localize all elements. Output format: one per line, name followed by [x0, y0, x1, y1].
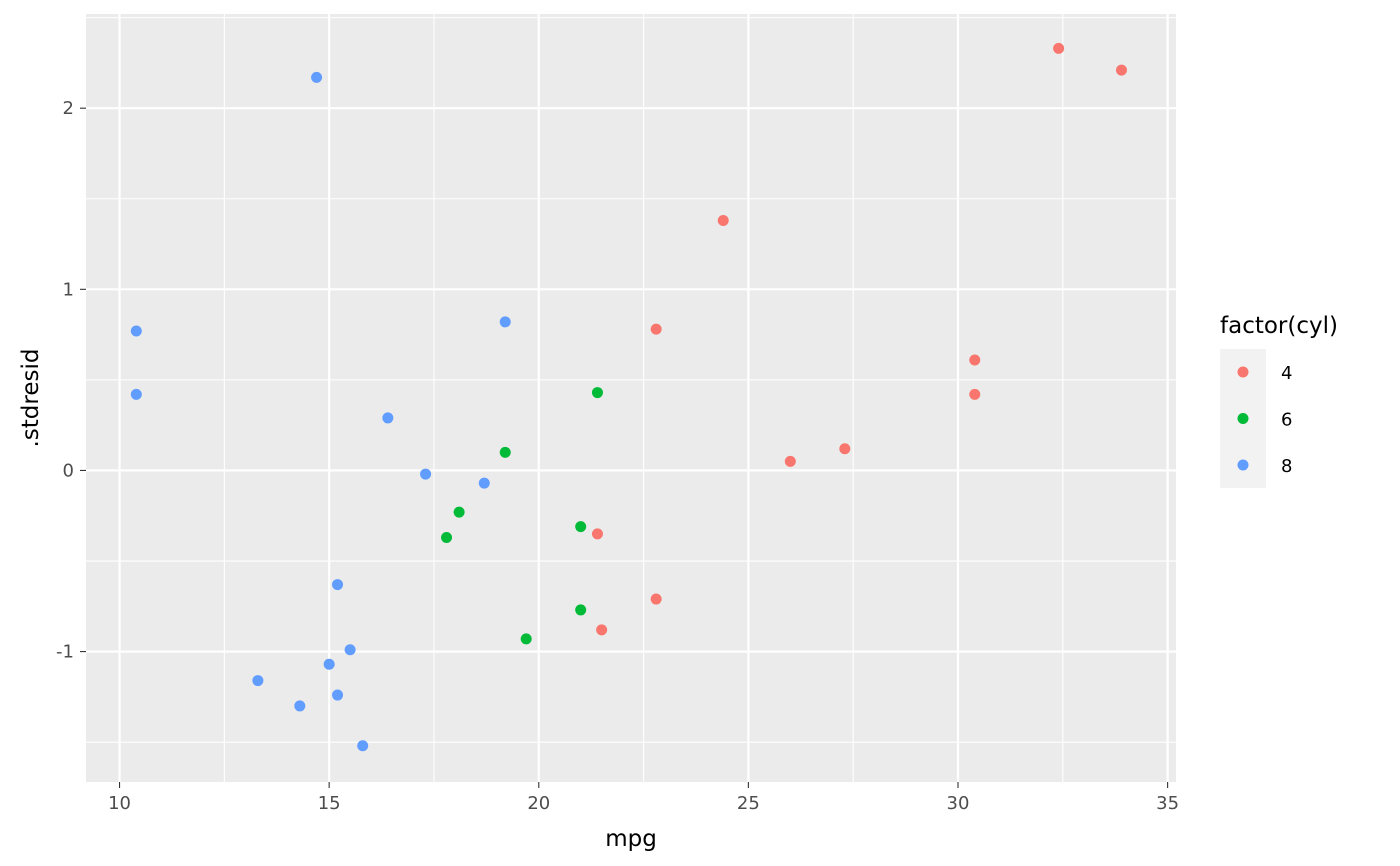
y-axis: -1 0 1 2	[56, 98, 86, 663]
y-axis-title: .stdresid	[18, 349, 44, 448]
data-point-cyl-6	[453, 506, 465, 518]
data-point-cyl-8	[311, 71, 323, 83]
y-tick-label: 0	[63, 460, 74, 481]
x-tick-label: 15	[318, 793, 341, 814]
data-point-cyl-4	[1116, 64, 1127, 76]
data-point-cyl-8	[382, 412, 394, 424]
x-tick-label: 10	[108, 793, 131, 814]
data-point-cyl-6	[575, 521, 587, 533]
x-tick-label: 20	[527, 793, 550, 814]
data-point-cyl-8	[420, 468, 432, 480]
data-point-cyl-4	[969, 388, 981, 400]
x-tick-label: 35	[1156, 793, 1179, 814]
legend-label-8: 8	[1281, 456, 1292, 477]
data-point-cyl-4	[839, 443, 851, 455]
minor-gridlines	[86, 14, 1176, 782]
legend-key-4	[1237, 366, 1249, 378]
data-point-cyl-6	[520, 633, 532, 645]
data-point-cyl-6	[441, 531, 453, 543]
data-point-cyl-8	[478, 477, 490, 489]
data-point-cyl-4	[717, 214, 729, 226]
data-point-cyl-8	[332, 579, 344, 591]
y-tick-label: 1	[63, 279, 74, 300]
y-tick-label: 2	[63, 98, 74, 119]
data-point-cyl-4	[1053, 42, 1065, 54]
legend-key-6	[1237, 413, 1249, 424]
data-point-cyl-8	[130, 388, 142, 400]
data-point-cyl-4	[969, 354, 981, 366]
x-axis: 10 15 20 25 30 35	[108, 782, 1179, 814]
data-point-cyl-8	[499, 316, 511, 328]
x-axis-title: mpg	[605, 826, 657, 852]
data-point-cyl-8	[294, 700, 306, 712]
legend-label-6: 6	[1281, 410, 1292, 431]
legend-items: 4 6 8	[1237, 363, 1292, 477]
x-tick-label: 25	[737, 793, 760, 814]
data-point-cyl-4	[591, 528, 603, 540]
data-point-cyl-6	[499, 446, 511, 458]
data-point-cyl-4	[784, 455, 796, 467]
data-point-cyl-4	[650, 593, 662, 605]
data-point-cyl-8	[252, 675, 264, 687]
data-point-cyl-8	[344, 644, 356, 656]
legend: factor(cyl) 4 6 8	[1220, 313, 1338, 488]
data-point-cyl-4	[596, 624, 608, 636]
data-point-cyl-8	[332, 689, 344, 701]
data-point-cyl-8	[357, 740, 369, 752]
legend-title: factor(cyl)	[1220, 313, 1338, 339]
major-gridlines	[86, 14, 1176, 782]
x-tick-label: 30	[947, 793, 970, 814]
data-point-cyl-4	[650, 323, 662, 335]
y-tick-label: -1	[56, 642, 74, 663]
data-point-cyl-6	[591, 387, 603, 399]
data-point-cyl-6	[575, 604, 587, 616]
data-point-cyl-8	[130, 325, 142, 337]
legend-key-8	[1237, 459, 1249, 471]
data-points	[130, 42, 1127, 752]
data-point-cyl-8	[323, 658, 335, 670]
plot-panel	[86, 14, 1176, 782]
legend-label-4: 4	[1281, 363, 1292, 384]
